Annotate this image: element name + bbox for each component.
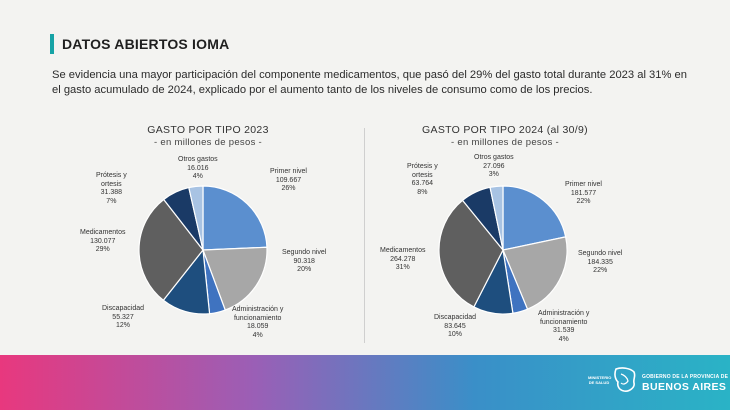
label-percent: 22% bbox=[593, 267, 608, 274]
province-logo-icon bbox=[614, 367, 636, 392]
label-percent: 22% bbox=[576, 198, 591, 205]
label-percent: 26% bbox=[281, 185, 296, 192]
label-name: Segundo nivel bbox=[282, 249, 327, 256]
page-title: DATOS ABIERTOS IOMA bbox=[62, 36, 230, 52]
label-name-line1: Administración y bbox=[232, 306, 284, 313]
pie-slice-medicamentos bbox=[138, 198, 204, 302]
government-line: GOBIERNO DE LA PROVINCIA DE bbox=[642, 374, 729, 380]
label-2024-segundo-nivel: Segundo nivel 184.335 22% bbox=[578, 250, 622, 276]
label-percent: 4% bbox=[252, 331, 263, 339]
pie-slice-primer-nivel bbox=[202, 185, 268, 251]
label-name-line1: Prótesis y bbox=[407, 163, 438, 170]
label-2024-discapacidad: Discapacidad 83.645 10% bbox=[434, 314, 476, 340]
label-name-line1: Administración y bbox=[538, 310, 590, 317]
label-2023-medicamentos: Medicamentos 130.077 29% bbox=[80, 229, 126, 255]
label-name: Segundo nivel bbox=[578, 250, 623, 257]
label-2024-otros: Otros gastos 27.096 3% bbox=[474, 154, 514, 180]
label-value: 27.096 bbox=[483, 162, 505, 170]
ministry-label: MINISTERIO DE SALUD bbox=[588, 375, 612, 385]
chart-2023-pie bbox=[138, 185, 268, 315]
title-accent-bar bbox=[50, 34, 54, 54]
label-2023-segundo-nivel: Segundo nivel 90.318 20% bbox=[282, 249, 326, 275]
label-percent: 20% bbox=[297, 266, 312, 273]
label-2023-primer-nivel: Primer nivel 109.667 26% bbox=[270, 168, 307, 194]
chart-2024-subtitle: - en millones de pesos - bbox=[450, 137, 560, 148]
label-2023-otros: Otros gastos 16.016 4% bbox=[178, 156, 218, 182]
pie-slice-otros-gastos bbox=[489, 185, 504, 251]
pie-slice-otros-gastos bbox=[188, 185, 204, 251]
label-value: 16.016 bbox=[187, 164, 209, 172]
pie-slice-segundo-nivel bbox=[502, 236, 568, 310]
pie-slice-medicamentos bbox=[438, 199, 504, 308]
label-name: Discapacidad bbox=[434, 314, 477, 321]
label-percent: 4% bbox=[558, 335, 569, 343]
label-value: 109.667 bbox=[275, 176, 302, 184]
label-name-line2: funcionamiento bbox=[233, 314, 282, 322]
label-name-line2: funcionamiento bbox=[539, 318, 588, 326]
label-percent: 12% bbox=[116, 322, 131, 329]
label-2024-protesis: Prótesis y ortesis 63.764 8% bbox=[407, 163, 438, 197]
chart-2024-pie bbox=[438, 185, 568, 315]
label-name: Otros gastos bbox=[178, 156, 218, 163]
label-name-line2: ortesis bbox=[412, 171, 433, 179]
label-value: 31.388 bbox=[100, 189, 123, 196]
label-name: Primer nivel bbox=[565, 181, 602, 188]
label-percent: 29% bbox=[95, 246, 110, 253]
label-name: Primer nivel bbox=[270, 168, 307, 175]
label-percent: 8% bbox=[417, 188, 428, 196]
label-percent: 4% bbox=[192, 173, 203, 180]
label-name-line1: Prótesis y bbox=[96, 172, 127, 179]
label-value: 63.764 bbox=[411, 180, 434, 187]
label-name-line2: ortesis bbox=[101, 180, 122, 188]
label-value: 90.318 bbox=[293, 257, 315, 265]
province-name: BUENOS AIRES bbox=[642, 381, 727, 393]
pie-slice-primer-nivel bbox=[502, 185, 567, 251]
pie-slice-segundo-nivel bbox=[202, 246, 268, 311]
chart-2023-subtitle: - en millones de pesos - bbox=[153, 137, 263, 148]
label-value: 264.278 bbox=[390, 255, 416, 263]
label-2024-medicamentos: Medicamentos 264.278 31% bbox=[380, 247, 426, 273]
label-value: 18.059 bbox=[246, 323, 269, 330]
label-2024-administracion: Administración y funcionamiento 31.539 4… bbox=[538, 310, 589, 344]
label-percent: 3% bbox=[488, 171, 499, 178]
label-value: 55.327 bbox=[112, 313, 134, 321]
label-name: Medicamentos bbox=[80, 229, 126, 236]
chart-2024-title: GASTO POR TIPO 2024 (al 30/9) bbox=[422, 124, 588, 136]
label-percent: 10% bbox=[448, 331, 463, 338]
label-name: Otros gastos bbox=[474, 154, 514, 161]
label-name: Medicamentos bbox=[380, 247, 426, 254]
label-value: 83.645 bbox=[444, 322, 466, 330]
label-value: 181.577 bbox=[570, 189, 597, 197]
label-2023-discapacidad: Discapacidad 55.327 12% bbox=[102, 305, 144, 331]
label-value: 31.539 bbox=[552, 327, 575, 334]
label-percent: 31% bbox=[395, 264, 410, 271]
chart-2023-title: GASTO POR TIPO 2023 bbox=[147, 124, 269, 136]
description-text: Se evidencia una mayor participación del… bbox=[52, 69, 687, 96]
label-2024-primer-nivel: Primer nivel 181.577 22% bbox=[565, 181, 602, 207]
charts-divider bbox=[364, 128, 365, 343]
label-value: 130.077 bbox=[90, 237, 116, 245]
label-name: Discapacidad bbox=[102, 305, 145, 312]
label-percent: 7% bbox=[106, 197, 117, 205]
footer-band bbox=[0, 355, 730, 410]
label-2023-protesis: Prótesis y ortesis 31.388 7% bbox=[96, 172, 127, 206]
label-2023-administracion: Administración y funcionamiento 18.059 4… bbox=[232, 306, 283, 340]
label-value: 184.335 bbox=[587, 258, 613, 266]
